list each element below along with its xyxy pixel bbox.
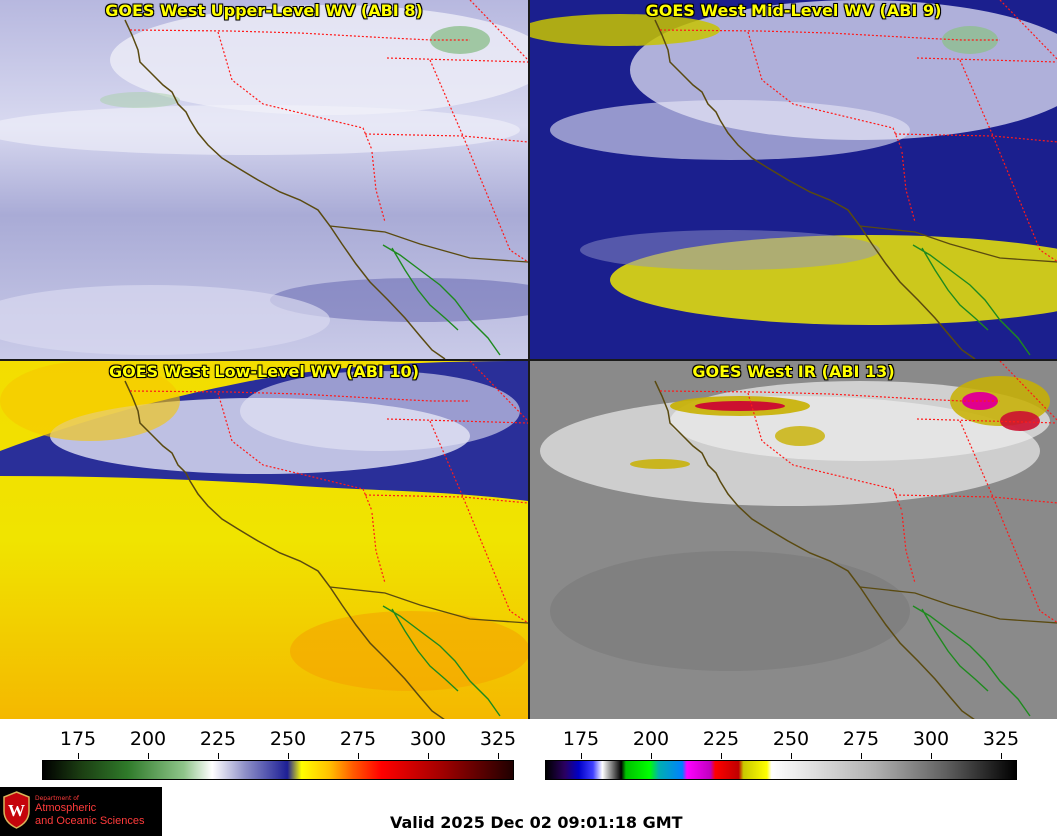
colorbar-tick — [931, 753, 932, 759]
colorbar-tick-label: 250 — [269, 728, 307, 750]
water-vapor-colorbar: 175 200 225 250 275 300 325 — [0, 720, 528, 782]
colorbar-tick — [1001, 753, 1002, 759]
colorbar-tick — [358, 753, 359, 759]
colorbar-tick-label: 225 — [199, 728, 237, 750]
colorbar-tick — [148, 753, 149, 759]
colorbar-tick-label: 325 — [982, 728, 1020, 750]
upper-level-wv-panel: GOES West Upper-Level WV (ABI 8) — [0, 0, 528, 359]
colorbar-tick — [721, 753, 722, 759]
infrared-image — [530, 361, 1057, 719]
upper-level-wv-image — [0, 0, 528, 359]
panel-title: GOES West Low-Level WV (ABI 10) — [108, 362, 419, 381]
colorbar-tick-label: 300 — [409, 728, 447, 750]
colorbar-tick-label: 300 — [912, 728, 950, 750]
colorbar-tick-label: 175 — [59, 728, 97, 750]
colorbar-tick-label: 225 — [702, 728, 740, 750]
colorbar-tick — [288, 753, 289, 759]
panel-title: GOES West Upper-Level WV (ABI 8) — [105, 1, 423, 20]
colorbar-tick — [861, 753, 862, 759]
colorbar-tick-label: 200 — [129, 728, 167, 750]
colorbar-tick — [218, 753, 219, 759]
infrared-colorbar: 175 200 225 250 275 300 325 — [530, 720, 1057, 782]
university-crest-icon: W — [3, 791, 30, 829]
low-level-wv-image — [0, 361, 528, 719]
colorbar-tick — [428, 753, 429, 759]
colorbar-tick — [78, 753, 79, 759]
aos-logo: W Department of Atmospheric and Oceanic … — [0, 787, 162, 836]
mid-level-wv-panel: GOES West Mid-Level WV (ABI 9) — [530, 0, 1057, 359]
low-level-wv-panel: GOES West Low-Level WV (ABI 10) — [0, 361, 528, 719]
colorbar-tick — [581, 753, 582, 759]
mid-level-wv-image — [530, 0, 1057, 359]
logo-dept: Department of — [35, 795, 79, 802]
colorbar-tick-label: 250 — [772, 728, 810, 750]
colorbar-tick-label: 325 — [479, 728, 517, 750]
infrared-panel: GOES West IR (ABI 13) — [530, 361, 1057, 719]
colorbar-tick — [651, 753, 652, 759]
colorbar-tick-label: 175 — [562, 728, 600, 750]
colorbar-tick — [791, 753, 792, 759]
colorbar-tick-label: 200 — [632, 728, 670, 750]
water-vapor-color-scale — [42, 760, 514, 780]
panel-title: GOES West IR (ABI 13) — [692, 362, 895, 381]
valid-time: Valid 2025 Dec 02 09:01:18 GMT — [390, 813, 683, 832]
crest-letter: W — [8, 801, 25, 820]
colorbar-tick-label: 275 — [842, 728, 880, 750]
logo-line2: and Oceanic Sciences — [35, 815, 145, 827]
colorbar-tick-label: 275 — [339, 728, 377, 750]
colorbar-tick — [498, 753, 499, 759]
logo-line1: Atmospheric — [35, 802, 97, 814]
panel-title: GOES West Mid-Level WV (ABI 9) — [645, 1, 942, 20]
panel-divider-horizontal — [0, 359, 1057, 361]
infrared-color-scale — [545, 760, 1017, 780]
